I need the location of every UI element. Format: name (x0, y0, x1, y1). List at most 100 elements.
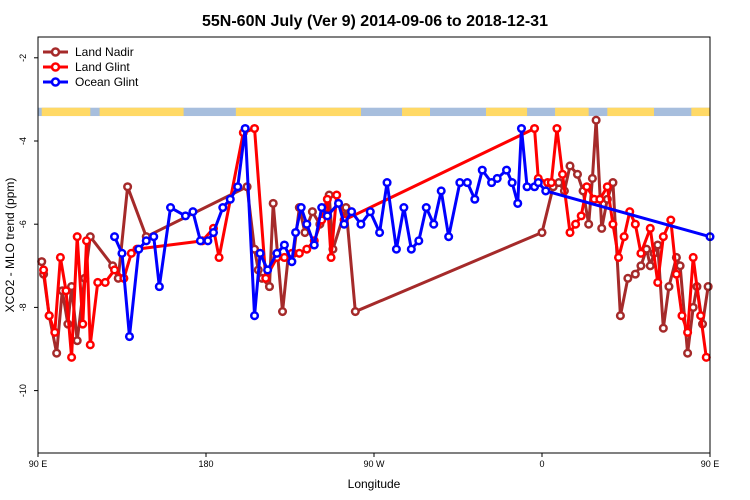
series-layer (37, 115, 715, 362)
data-point (455, 178, 465, 188)
data-point (188, 207, 198, 217)
data-point (264, 282, 275, 292)
data-point (623, 273, 633, 283)
data-point (39, 265, 49, 275)
data-point (382, 178, 392, 188)
land-segment (99, 107, 184, 117)
data-point (302, 219, 312, 229)
data-point (595, 194, 605, 204)
data-point (487, 178, 497, 188)
data-point (85, 340, 95, 350)
data-point (571, 219, 581, 229)
data-point (587, 173, 597, 183)
data-point (591, 115, 601, 125)
data-point (218, 203, 228, 213)
data-point (287, 257, 297, 267)
data-point (126, 248, 136, 258)
ocean-band (38, 107, 710, 117)
legend-label: Land Glint (75, 60, 130, 74)
data-point (399, 203, 409, 213)
y-tick-label: -2 (18, 54, 28, 62)
chart-title: 55N-60N July (Ver 9) 2014-09-06 to 2018-… (202, 13, 548, 30)
data-point (291, 227, 301, 238)
land-segment (486, 107, 528, 117)
data-point (653, 277, 663, 287)
data-point (249, 123, 260, 134)
data-point (356, 219, 366, 229)
data-point (608, 178, 618, 188)
data-point (233, 182, 243, 192)
data-point (78, 319, 88, 329)
data-point (516, 123, 527, 134)
data-point (333, 198, 344, 208)
data-point (279, 240, 289, 250)
land-segment (607, 107, 654, 117)
x-tick-label: 90 W (363, 459, 385, 469)
data-point (653, 240, 663, 250)
data-point (576, 211, 586, 221)
data-point (208, 227, 219, 238)
data-point (492, 173, 502, 183)
data-point (214, 252, 224, 263)
data-point (645, 223, 655, 233)
data-point (615, 311, 625, 321)
x-tick-label: 0 (539, 459, 544, 469)
data-point (429, 219, 439, 229)
data-point (391, 244, 401, 254)
legend-item: Ocean Glint (43, 75, 139, 89)
data-point (134, 244, 144, 254)
data-point (81, 236, 92, 246)
legend-label: Ocean Glint (75, 75, 139, 89)
series-land-nadir (37, 115, 713, 358)
data-point (225, 194, 235, 204)
y-tick-label: -8 (18, 303, 28, 311)
data-point (645, 261, 655, 271)
data-point (296, 203, 306, 213)
data-point (124, 331, 135, 342)
data-point (666, 215, 676, 225)
x-axis-title: Longitude (348, 477, 401, 491)
data-point (541, 186, 551, 196)
data-point (375, 227, 385, 238)
data-point (317, 203, 327, 213)
data-point (501, 165, 512, 175)
data-point (658, 323, 668, 333)
data-point (268, 198, 278, 208)
data-point (100, 277, 110, 287)
data-point (109, 265, 120, 275)
data-point (123, 182, 133, 192)
data-point (675, 261, 685, 271)
series-line (40, 118, 710, 355)
y-tick-label: -4 (18, 137, 28, 145)
x-tick-label: 90 E (29, 459, 48, 469)
data-point (636, 261, 646, 271)
data-point (255, 248, 265, 258)
data-point (608, 219, 618, 229)
data-point (203, 236, 213, 246)
x-tick-label: 180 (198, 459, 213, 469)
data-point (332, 190, 342, 200)
data-point (513, 198, 523, 208)
landmask-strip (38, 107, 710, 117)
data-point (67, 352, 77, 362)
data-point (61, 286, 71, 296)
data-point (658, 232, 668, 242)
data-point (240, 123, 250, 134)
data-point (347, 207, 357, 217)
data-point (55, 252, 65, 263)
data-point (683, 327, 693, 337)
data-point (52, 348, 62, 358)
y-tick-label: -6 (18, 220, 28, 228)
data-point (309, 240, 319, 250)
data-point (597, 223, 607, 233)
data-point (522, 182, 532, 192)
data-point (341, 203, 351, 213)
data-point (44, 311, 54, 321)
data-point (263, 265, 273, 275)
data-point (93, 277, 103, 287)
data-point (300, 227, 310, 238)
data-point (602, 182, 612, 192)
land-segment (691, 107, 710, 117)
data-point (322, 211, 332, 221)
